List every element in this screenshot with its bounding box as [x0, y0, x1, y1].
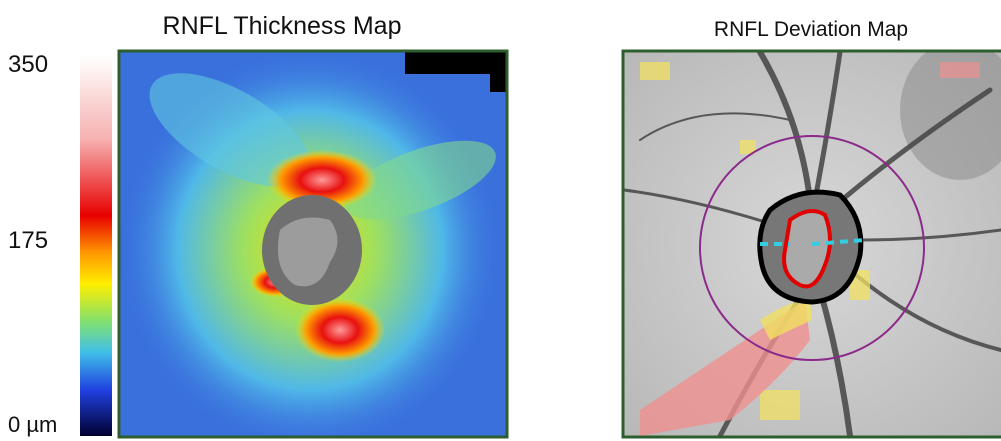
- thickness-image: [120, 50, 506, 441]
- map-title: RNFL Deviation Map: [714, 18, 908, 41]
- report: RNFL Thickness Map 350 175 0 µm RNFL Dev…: [0, 0, 1001, 441]
- scale-label: 0 µm: [8, 412, 57, 437]
- color-scale: [80, 56, 112, 436]
- page: RNFL Thickness Map 350 175 0 µm RNFL Dev…: [0, 0, 1001, 441]
- deviation-image: [624, 40, 1001, 436]
- scale-label: 350: [8, 51, 48, 78]
- map-title: RNFL Thickness Map: [163, 12, 402, 40]
- scale-label: 175: [8, 227, 48, 254]
